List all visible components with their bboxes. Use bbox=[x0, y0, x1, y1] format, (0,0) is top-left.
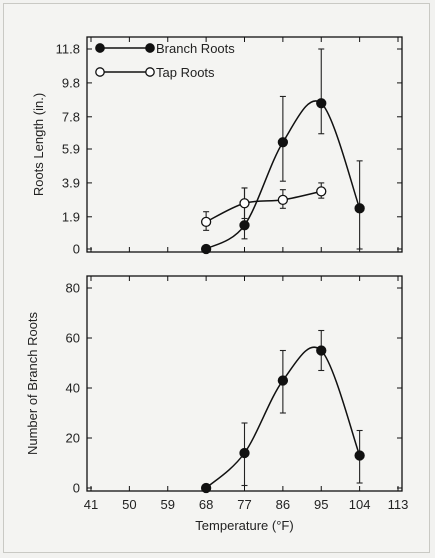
data-point bbox=[354, 450, 365, 461]
y-tick-label: 1.9 bbox=[62, 209, 80, 224]
legend-label: Branch Roots bbox=[156, 41, 235, 56]
x-axis-title: Temperature (°F) bbox=[195, 518, 293, 533]
y-axis-title: Number of Branch Roots bbox=[25, 311, 40, 455]
data-point bbox=[239, 198, 250, 209]
y-tick-label: 0 bbox=[73, 242, 80, 257]
y-tick-label: 7.8 bbox=[62, 109, 80, 124]
data-point bbox=[239, 447, 250, 459]
y-tick-label: 11.8 bbox=[56, 42, 80, 57]
data-point bbox=[316, 98, 327, 109]
y-tick-label: 20 bbox=[66, 431, 80, 446]
data-point bbox=[277, 375, 289, 386]
figure-frame bbox=[3, 3, 430, 553]
y-tick-label: 0 bbox=[73, 481, 80, 496]
data-point bbox=[316, 345, 327, 356]
data-point bbox=[200, 482, 212, 494]
x-tick-label: 50 bbox=[122, 497, 136, 512]
data-point bbox=[354, 203, 365, 214]
data-point bbox=[277, 194, 289, 205]
series-line-tap-roots bbox=[205, 190, 322, 223]
x-tick-label: 95 bbox=[314, 497, 328, 512]
bottom-panel: 0 20 40 60 80 Number of Branch Roots 41 50 59 68 7… bbox=[25, 275, 409, 533]
legend-marker bbox=[95, 67, 105, 77]
legend-marker bbox=[95, 43, 105, 53]
x-tick-label: 104 bbox=[349, 497, 371, 512]
x-tick-label: 59 bbox=[161, 497, 175, 512]
data-point bbox=[200, 243, 212, 255]
y-tick-label: 5.9 bbox=[62, 142, 80, 157]
data-point bbox=[239, 220, 250, 231]
y-tick-label: 9.8 bbox=[62, 75, 80, 90]
data-point bbox=[200, 216, 212, 228]
legend-marker bbox=[145, 67, 155, 77]
data-point bbox=[277, 137, 289, 148]
y-tick-label: 60 bbox=[66, 331, 80, 346]
y-tick-label: 80 bbox=[66, 281, 80, 296]
x-tick-label: 41 bbox=[84, 497, 98, 512]
y-tick-label: 40 bbox=[66, 381, 80, 396]
y-axis-title: Roots Length (in.) bbox=[31, 93, 46, 196]
y-tick-label: 3.9 bbox=[62, 175, 80, 190]
top-panel: 0 1.9 3.9 5.9 7.8 9.8 11.8 Roots Length (in.) Br… bbox=[31, 36, 403, 257]
x-tick-label: 77 bbox=[237, 497, 251, 512]
x-tick-label: 86 bbox=[276, 497, 290, 512]
x-tick-label: 68 bbox=[199, 497, 213, 512]
legend-label: Tap Roots bbox=[156, 65, 215, 80]
data-point bbox=[316, 186, 327, 197]
x-tick-label: 113 bbox=[388, 497, 409, 512]
legend-marker bbox=[145, 43, 155, 53]
